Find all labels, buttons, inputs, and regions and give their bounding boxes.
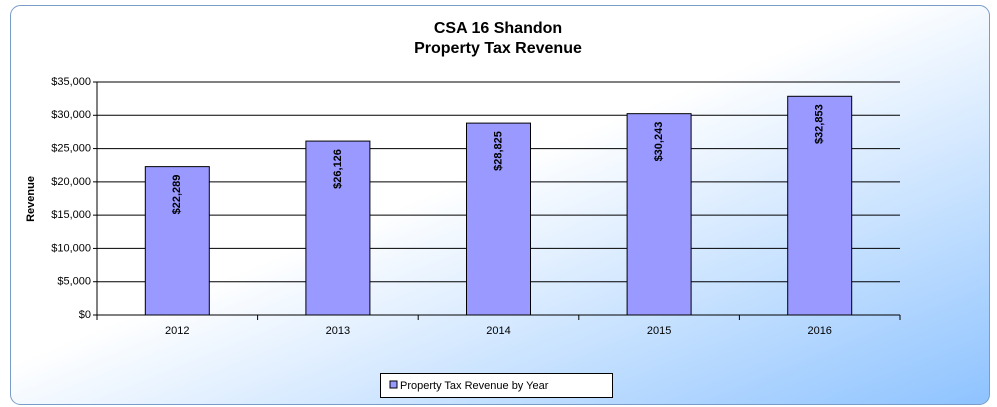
y-tick-label: $15,000 [51,209,91,221]
data-label: $28,825 [492,131,504,171]
bar [144,166,210,316]
y-tick-label: $10,000 [51,242,91,254]
chart-title: CSA 16 Shandon [434,20,562,37]
bar [466,122,531,316]
bar [626,113,692,316]
data-label: $26,126 [332,149,344,189]
y-tick-label: $35,000 [51,76,91,88]
y-axis-label: Revenue [25,176,37,222]
x-tick-label: 2012 [165,325,189,337]
x-tick-label: 2015 [647,325,671,337]
bar [305,140,371,316]
y-tick-label: $0 [79,309,91,321]
x-tick-label: 2016 [807,325,831,337]
y-tick-label: $30,000 [51,109,91,121]
legend-box [380,373,613,398]
x-tick-label: 2013 [326,325,350,337]
y-tick-label: $20,000 [51,176,91,188]
bar [787,95,853,316]
chart-subtitle: Property Tax Revenue [414,40,582,57]
data-label: $32,853 [814,104,826,144]
y-tick-label: $5,000 [57,276,91,288]
data-label: $22,289 [171,175,183,215]
data-label: $30,243 [653,122,665,162]
x-tick-label: 2014 [486,325,510,337]
y-tick-label: $25,000 [51,142,91,154]
legend-label: Property Tax Revenue by Year [400,380,549,392]
legend-swatch [389,380,398,389]
